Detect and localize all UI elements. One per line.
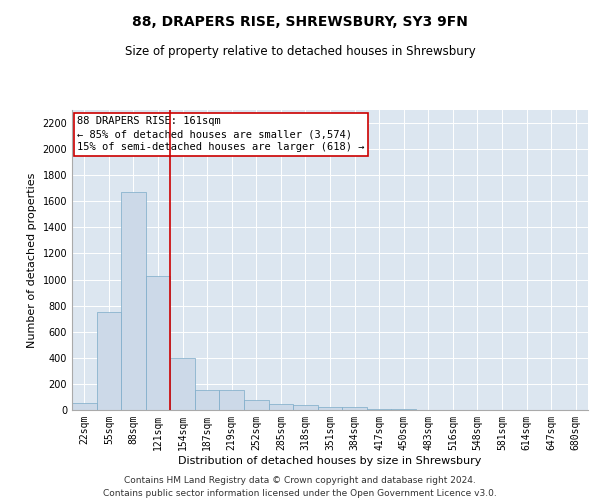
Bar [293,406,318,410]
Text: Contains HM Land Registry data © Crown copyright and database right 2024.
Contai: Contains HM Land Registry data © Crown c… [103,476,497,498]
Bar [269,404,293,410]
Bar [318,406,342,410]
Bar [72,404,97,410]
Text: 88, DRAPERS RISE, SHREWSBURY, SY3 9FN: 88, DRAPERS RISE, SHREWSBURY, SY3 9FN [132,15,468,29]
Text: 88 DRAPERS RISE: 161sqm
← 85% of detached houses are smaller (3,574)
15% of semi: 88 DRAPERS RISE: 161sqm ← 85% of detache… [77,116,365,152]
X-axis label: Distribution of detached houses by size in Shrewsbury: Distribution of detached houses by size … [178,456,482,466]
Bar [170,358,195,410]
Bar [367,408,391,410]
Y-axis label: Number of detached properties: Number of detached properties [27,172,37,348]
Bar [342,408,367,410]
Bar [195,390,220,410]
Bar [244,400,269,410]
Bar [146,276,170,410]
Bar [220,390,244,410]
Bar [97,312,121,410]
Bar [121,192,146,410]
Text: Size of property relative to detached houses in Shrewsbury: Size of property relative to detached ho… [125,45,475,58]
